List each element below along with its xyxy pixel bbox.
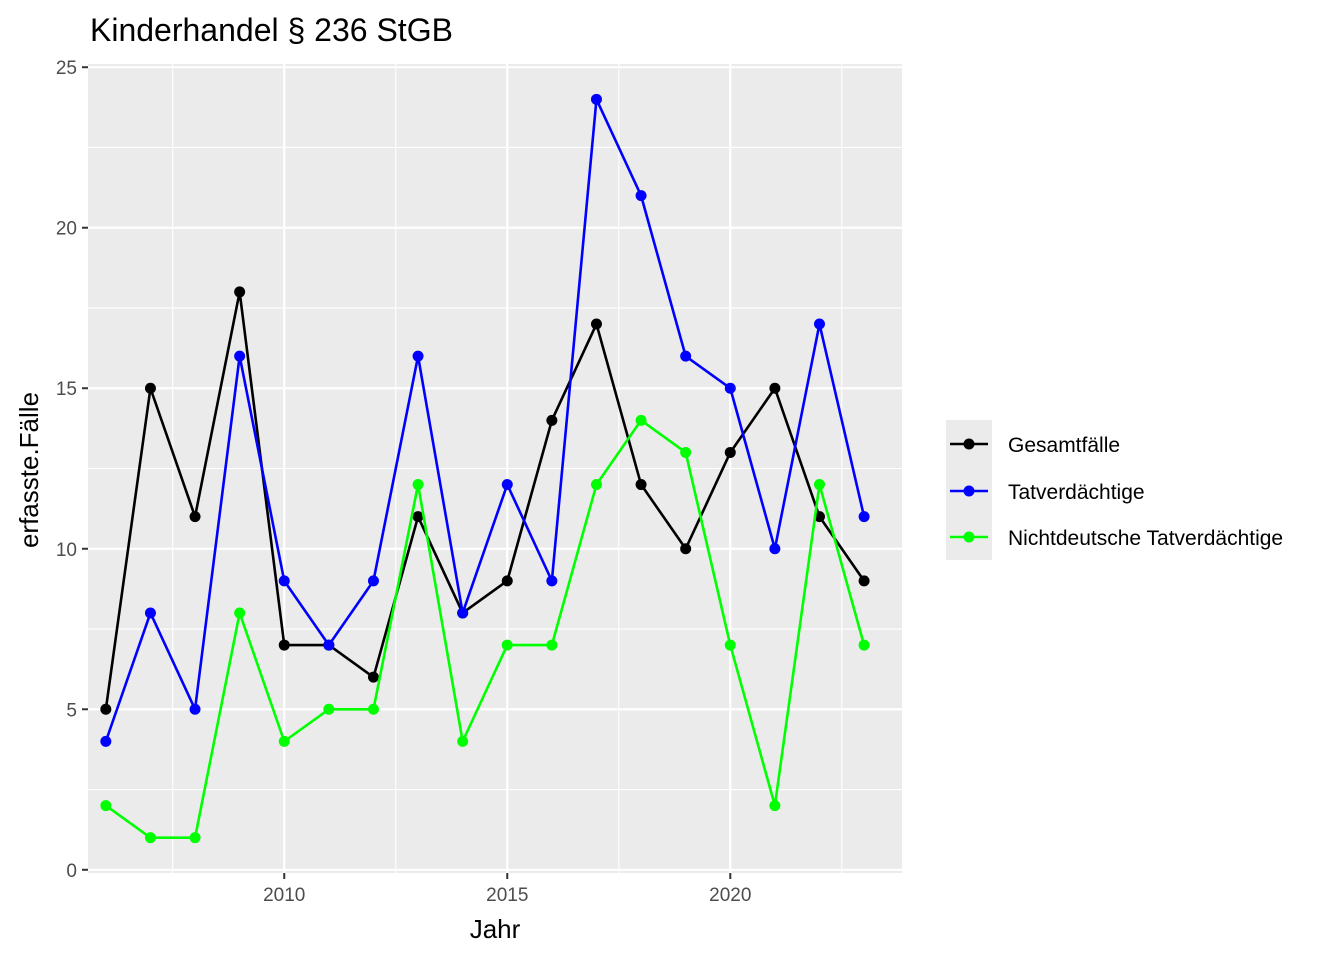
data-point xyxy=(323,639,335,651)
data-point xyxy=(367,671,379,683)
data-point xyxy=(100,703,112,715)
data-point xyxy=(367,575,379,587)
data-point xyxy=(501,575,513,587)
y-tick-label: 15 xyxy=(56,379,77,400)
x-axis-title: Jahr xyxy=(470,914,521,944)
legend-item: Nichtdeutsche Tatverdächtige xyxy=(950,527,1283,550)
data-point xyxy=(189,703,201,715)
data-point xyxy=(100,800,112,812)
data-point xyxy=(501,639,513,651)
data-point xyxy=(590,479,602,491)
data-point xyxy=(858,639,870,651)
data-point xyxy=(234,607,246,619)
legend-label: Tatverdächtige xyxy=(1008,481,1145,504)
data-point xyxy=(635,414,647,426)
legend-key-point xyxy=(963,438,975,450)
data-point xyxy=(680,350,692,362)
data-point xyxy=(769,382,781,394)
legend-key-point xyxy=(963,531,975,543)
data-point xyxy=(412,511,424,523)
data-point xyxy=(189,511,201,523)
x-tick-label: 2020 xyxy=(709,885,751,906)
series-2 xyxy=(100,93,870,747)
data-point xyxy=(457,735,469,747)
y-axis-title: erfasste.Fälle xyxy=(14,392,44,548)
data-point xyxy=(367,703,379,715)
data-point xyxy=(412,479,424,491)
data-point xyxy=(278,639,290,651)
series-line xyxy=(104,98,866,742)
data-point xyxy=(724,446,736,458)
data-point xyxy=(546,414,558,426)
data-point xyxy=(412,350,424,362)
x-tick-label: 2010 xyxy=(263,885,305,906)
data-point xyxy=(234,286,246,298)
data-point xyxy=(278,575,290,587)
y-tick-label: 5 xyxy=(66,700,77,721)
data-point xyxy=(769,543,781,555)
legend-label: Gesamtfälle xyxy=(1008,434,1120,457)
data-point xyxy=(546,575,558,587)
data-point xyxy=(144,607,156,619)
data-point xyxy=(590,318,602,330)
legend-key-point xyxy=(963,485,975,497)
y-tick-label: 25 xyxy=(56,58,77,79)
chart-title: Kinderhandel § 236 StGB xyxy=(90,12,453,48)
data-point xyxy=(724,382,736,394)
data-point xyxy=(769,800,781,812)
x-tick-label: 2015 xyxy=(486,885,528,906)
data-point xyxy=(813,479,825,491)
data-point xyxy=(501,479,513,491)
data-point xyxy=(100,735,112,747)
data-point xyxy=(680,543,692,555)
data-point xyxy=(590,93,602,105)
data-point xyxy=(635,479,647,491)
data-point xyxy=(635,190,647,202)
legend: Gesamtfälle Tatverdächtige Nichtdeutsche T… xyxy=(946,420,1283,560)
data-point xyxy=(144,382,156,394)
data-point xyxy=(858,575,870,587)
series-line xyxy=(105,419,866,839)
data-point xyxy=(323,703,335,715)
legend-label: Nichtdeutsche Tatverdächtige xyxy=(1008,527,1283,550)
data-point xyxy=(278,735,290,747)
series-3 xyxy=(100,414,870,844)
axes: 0 5 10 15 20 25 2010 2015 2020 xyxy=(56,58,752,906)
data-point xyxy=(144,832,156,844)
legend-item: Gesamtfälle xyxy=(950,434,1120,457)
data-point xyxy=(813,318,825,330)
series-layer xyxy=(100,93,870,844)
y-tick-label: 20 xyxy=(56,219,77,240)
data-point xyxy=(724,639,736,651)
legend-item: Tatverdächtige xyxy=(950,481,1145,504)
y-tick-label: 0 xyxy=(66,861,77,882)
grid-lines xyxy=(88,64,902,873)
data-point xyxy=(813,511,825,523)
series-1 xyxy=(100,286,870,715)
data-point xyxy=(457,607,469,619)
data-point xyxy=(546,639,558,651)
data-point xyxy=(680,446,692,458)
series-line xyxy=(104,290,866,710)
data-point xyxy=(189,832,201,844)
data-point xyxy=(858,511,870,523)
y-tick-label: 10 xyxy=(56,540,77,561)
data-point xyxy=(234,350,246,362)
